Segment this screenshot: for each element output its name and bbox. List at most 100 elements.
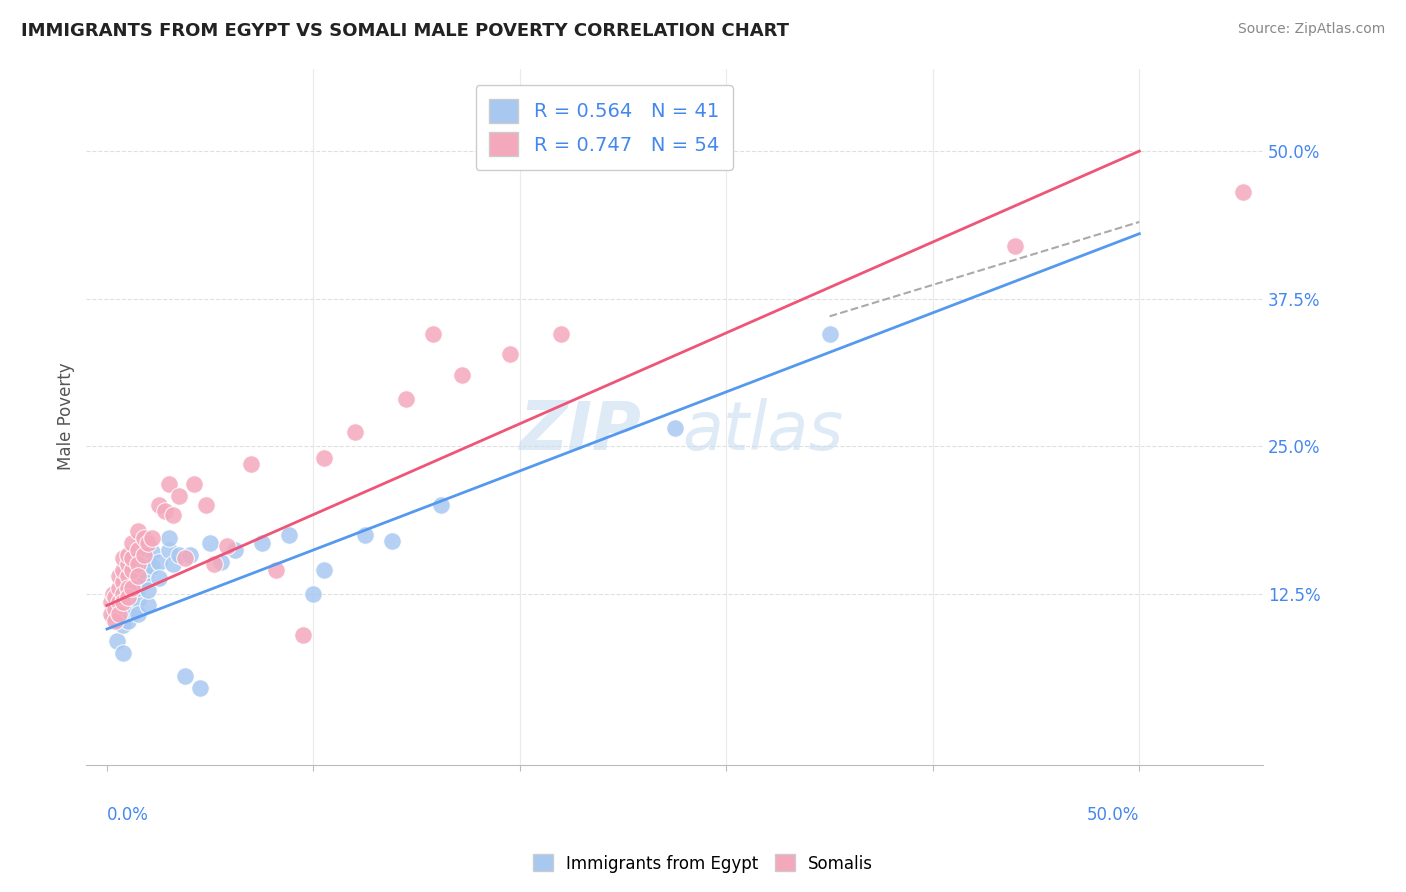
Point (202, 557, 225, 571)
Point (104, 614, 127, 628)
Point (104, 602, 127, 616)
Point (132, 574, 155, 589)
Point (121, 536, 143, 550)
Point (132, 569, 155, 583)
Point (127, 543, 149, 558)
Point (312, 563, 335, 577)
Point (136, 599, 159, 613)
Point (117, 548, 139, 562)
Point (136, 551, 159, 566)
Point (141, 545, 163, 559)
Point (127, 607, 149, 621)
Point (121, 581, 143, 595)
Point (250, 536, 273, 550)
Text: Source: ZipAtlas.com: Source: ZipAtlas.com (1237, 22, 1385, 37)
Point (153, 504, 176, 518)
Point (1004, 238, 1026, 252)
Text: ZIP: ZIP (520, 398, 641, 464)
Point (112, 587, 135, 601)
Point (132, 531, 155, 545)
Point (112, 646, 135, 660)
Text: 0.0%: 0.0% (107, 806, 149, 824)
Point (112, 574, 135, 589)
Point (343, 425, 366, 439)
Point (174, 551, 197, 566)
Point (127, 569, 149, 583)
Point (451, 368, 474, 383)
Point (104, 590, 127, 604)
Point (818, 326, 841, 341)
Point (179, 548, 201, 562)
Point (292, 628, 315, 642)
Text: IMMIGRANTS FROM EGYPT VS SOMALI MALE POVERTY CORRELATION CHART: IMMIGRANTS FROM EGYPT VS SOMALI MALE POV… (21, 22, 789, 40)
Point (117, 581, 139, 595)
Point (117, 604, 139, 618)
Point (100, 607, 122, 621)
Point (101, 587, 124, 601)
Point (121, 551, 143, 566)
Legend: Immigrants from Egypt, Somalis: Immigrants from Egypt, Somalis (526, 847, 880, 880)
Point (174, 669, 197, 683)
Point (117, 569, 139, 583)
Point (162, 508, 184, 522)
Point (100, 595, 122, 609)
Point (117, 614, 139, 628)
Point (108, 607, 131, 621)
Point (121, 563, 143, 577)
Point (122, 604, 145, 618)
Point (183, 476, 205, 491)
Point (302, 587, 325, 601)
Text: atlas: atlas (682, 398, 844, 464)
Point (127, 524, 149, 538)
Point (312, 450, 335, 465)
Point (112, 618, 135, 632)
Point (157, 543, 180, 558)
Point (108, 595, 131, 609)
Point (112, 563, 135, 577)
Legend: R = 0.564   N = 41, R = 0.747   N = 54: R = 0.564 N = 41, R = 0.747 N = 54 (475, 86, 733, 169)
Point (381, 533, 404, 548)
Point (132, 563, 155, 577)
Point (157, 531, 180, 545)
Point (240, 457, 263, 471)
Point (141, 559, 163, 574)
Point (167, 489, 190, 503)
Point (127, 581, 149, 595)
Point (664, 421, 686, 435)
Point (141, 531, 163, 545)
Point (121, 587, 143, 601)
Point (136, 536, 159, 550)
Point (112, 595, 135, 609)
Text: 50.0%: 50.0% (1087, 806, 1139, 824)
Point (195, 498, 218, 512)
Point (108, 581, 131, 595)
Point (148, 555, 170, 569)
Point (277, 527, 299, 541)
Point (127, 557, 149, 571)
Point (121, 581, 143, 595)
Point (550, 326, 572, 341)
Point (1232, 186, 1254, 200)
Point (422, 326, 444, 341)
Point (264, 563, 287, 577)
Point (215, 540, 238, 554)
Point (136, 583, 159, 598)
Point (157, 476, 180, 491)
Y-axis label: Male Poverty: Male Poverty (58, 363, 75, 470)
Point (167, 548, 190, 562)
Point (148, 498, 170, 512)
Point (101, 610, 124, 624)
Point (224, 543, 246, 558)
Point (117, 590, 139, 604)
Point (117, 557, 139, 571)
Point (198, 536, 221, 550)
Point (395, 392, 418, 406)
Point (354, 527, 377, 541)
Point (498, 347, 520, 361)
Point (105, 633, 128, 648)
Point (188, 681, 211, 695)
Point (162, 557, 184, 571)
Point (148, 571, 170, 585)
Point (127, 592, 149, 607)
Point (132, 548, 155, 562)
